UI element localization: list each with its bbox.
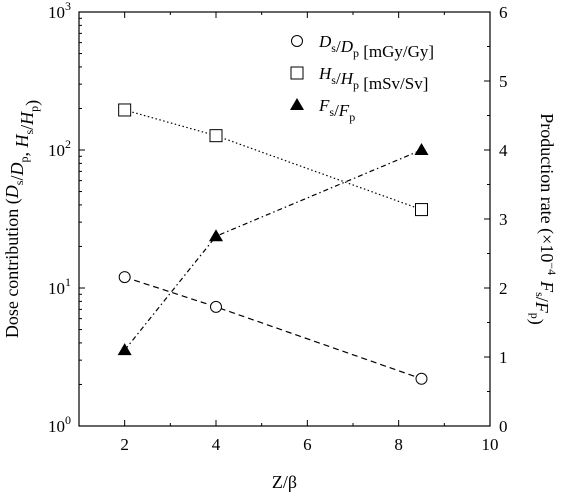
data-point [210, 300, 222, 313]
y-left-tick-label: 103 [48, 0, 71, 22]
y-right-tick-label: 3 [499, 210, 508, 229]
series-3 [117, 143, 429, 356]
data-point [117, 343, 132, 356]
x-tick-label: 6 [303, 435, 312, 454]
y-right-tick-label: 2 [499, 279, 508, 298]
legend-marker [290, 98, 304, 110]
x-tick-label: 10 [482, 435, 499, 454]
x-tick-label: 8 [394, 435, 403, 454]
legend-marker [291, 35, 303, 47]
series-line [124, 109, 422, 211]
y-left-tick-label: 101 [48, 275, 71, 298]
legend: Ds/Dp [mGy/Gy] Hs/Hp [mSv/Sv] Fs/Fp [290, 32, 434, 124]
data-point [209, 229, 223, 242]
series-line [124, 276, 422, 380]
legend-label: Fs/Fp [318, 96, 355, 124]
y-right-tick-label: 4 [499, 141, 508, 160]
data-point [209, 129, 223, 143]
series-1 [118, 271, 428, 385]
y-right-tick-label: 5 [499, 72, 508, 91]
data-point [415, 203, 428, 217]
axis-ticks: 2 4 6 8 10 100 101 102 103 0 1 2 3 4 5 6 [48, 0, 508, 454]
data-point [118, 103, 132, 117]
data-point [414, 143, 429, 155]
y-left-axis-label: Dose contribution (Ds/Dp, Hs/Hp) [2, 100, 43, 338]
x-tick-label: 2 [120, 435, 129, 454]
legend-marker [290, 66, 304, 80]
axis-labels: Z/β Dose contribution (Ds/Dp, Hs/Hp) Produ… [2, 100, 559, 492]
data-point [118, 271, 131, 284]
legend-item: Fs/Fp [290, 96, 355, 124]
data-point [415, 372, 428, 385]
y-left-tick-label: 100 [48, 413, 71, 436]
y-left-tick-label: 102 [48, 137, 71, 160]
y-right-tick-label: 1 [499, 348, 508, 367]
x-axis-label: Z/β [272, 472, 297, 492]
y-right-tick-label: 0 [499, 417, 508, 436]
legend-label: Hs/Hp [mSv/Sv] [318, 64, 428, 93]
legend-item: Hs/Hp [mSv/Sv] [290, 64, 428, 93]
legend-label: Ds/Dp [mGy/Gy] [318, 32, 434, 61]
series-group [117, 103, 429, 385]
series-line [124, 149, 422, 351]
series-2 [118, 103, 428, 217]
y-right-tick-label: 6 [499, 3, 508, 22]
y-right-axis-label: Production rate (×10−4 Fs/Fp) [526, 113, 559, 325]
legend-item: Ds/Dp [mGy/Gy] [291, 32, 434, 61]
x-tick-label: 4 [212, 435, 221, 454]
